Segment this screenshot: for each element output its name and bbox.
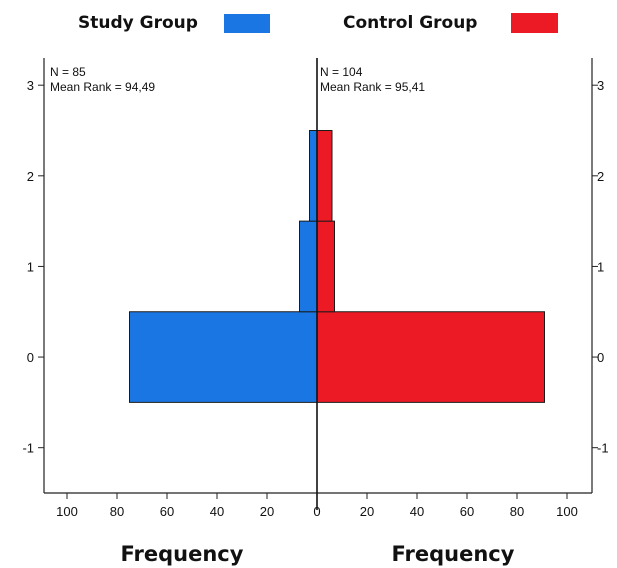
x-axis-title-left: Frequency xyxy=(121,542,244,566)
control-group-mean-rank-label: Mean Rank = 95,41 xyxy=(320,80,425,94)
study-group-n-label: N = 85 xyxy=(50,65,86,79)
bar-right-value-0 xyxy=(316,311,545,403)
legend-label-control-group: Control Group xyxy=(343,13,477,33)
control-group-n-label: N = 104 xyxy=(320,65,363,79)
legend-label-study-group: Study Group xyxy=(78,13,198,33)
bar-right-value-1 xyxy=(316,220,335,313)
bar-left-value-0 xyxy=(129,311,318,403)
y-tick-label-right: -1 xyxy=(597,441,609,456)
x-tick-label: 20 xyxy=(360,504,374,519)
bar-left-value-2 xyxy=(309,130,318,222)
study-group-mean-rank-label: Mean Rank = 94,49 xyxy=(50,80,155,94)
y-tick-label-left: 1 xyxy=(27,259,34,274)
x-tick-label: 0 xyxy=(313,504,320,519)
bars-layer xyxy=(129,130,545,403)
x-tick-label: 60 xyxy=(460,504,474,519)
y-tick-label-right: 2 xyxy=(597,169,604,184)
y-tick-label-left: 3 xyxy=(27,78,34,93)
y-tick-label-left: 2 xyxy=(27,169,34,184)
y-tick-label-right: 3 xyxy=(597,78,604,93)
x-tick-label: 20 xyxy=(260,504,274,519)
plot-frame xyxy=(43,58,593,494)
bar-left-value-1 xyxy=(299,220,318,313)
x-tick-label: 80 xyxy=(510,504,524,519)
x-axis-ticks: 100 80 60 40 20 0 20 40 60 80 100 xyxy=(56,493,578,519)
y-tick-label-left: 0 xyxy=(27,350,34,365)
y-axis-ticks: 3 3 2 2 1 1 0 0 -1 -1 xyxy=(22,78,608,456)
x-tick-label: 100 xyxy=(56,504,78,519)
y-tick-label-right: 0 xyxy=(597,350,604,365)
bar-right-value-2 xyxy=(316,130,333,222)
x-tick-label: 40 xyxy=(410,504,424,519)
x-tick-label: 80 xyxy=(110,504,124,519)
y-tick-label-left: -1 xyxy=(22,441,34,456)
x-axis-title-right: Frequency xyxy=(392,542,515,566)
x-tick-label: 40 xyxy=(210,504,224,519)
legend-swatch-control-group xyxy=(511,13,558,33)
x-tick-label: 100 xyxy=(556,504,578,519)
y-tick-label-right: 1 xyxy=(597,259,604,274)
legend-swatch-study-group xyxy=(224,14,270,33)
x-tick-label: 60 xyxy=(160,504,174,519)
